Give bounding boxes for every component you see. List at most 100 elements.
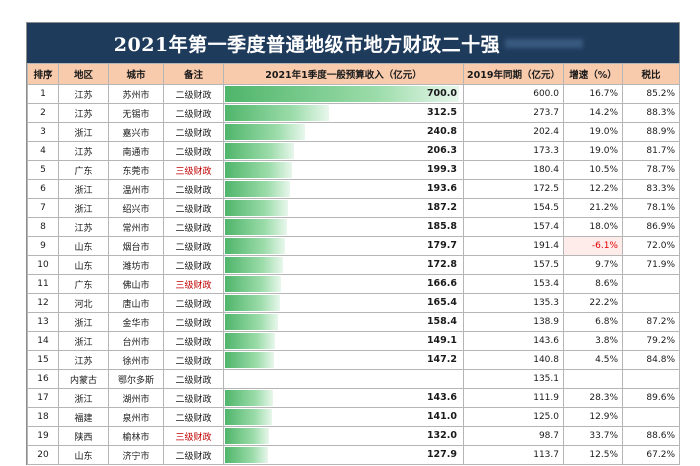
note-cell: 二级财政 [163, 407, 224, 427]
table-row: 11 广东 佛山市 三级财政 166.6 153.4 8.6% [27, 274, 680, 294]
rank-cell: 12 [27, 293, 59, 313]
city-cell: 湖州市 [108, 388, 164, 408]
revenue-cell: 147.2 [223, 350, 464, 370]
revenue-cell: 700.0 [223, 84, 464, 104]
prev-year-cell: 180.4 [463, 160, 564, 180]
prev-year-cell: 154.5 [463, 198, 564, 218]
prev-year-cell: 113.7 [463, 445, 564, 465]
prev-year-cell: 143.6 [463, 331, 564, 351]
revenue-bar [225, 143, 294, 159]
tax-ratio-cell: 78.1% [622, 198, 680, 218]
table-row: 7 浙江 绍兴市 二级财政 187.2 154.5 21.2% 78.1% [27, 198, 680, 218]
prev-year-cell: 111.9 [463, 388, 564, 408]
revenue-bar [225, 295, 280, 311]
note-cell: 三级财政 [163, 426, 224, 446]
note-cell: 二级财政 [163, 445, 224, 465]
growth-cell: 12.2% [563, 179, 623, 199]
city-cell: 鄂尔多斯 [108, 369, 164, 389]
table-row: 16 内蒙古 鄂尔多斯 二级财政 135.1 [27, 369, 680, 389]
table-row: 5 广东 东莞市 三级财政 199.3 180.4 10.5% 78.7% [27, 160, 680, 180]
rank-cell: 3 [27, 122, 59, 142]
growth-cell: 14.2% [563, 103, 623, 123]
rank-cell: 5 [27, 160, 59, 180]
city-cell: 台州市 [108, 331, 164, 351]
table-row: 2 江苏 无锡市 二级财政 312.5 273.7 14.2% 88.3% [27, 103, 680, 123]
region-cell: 陕西 [58, 426, 109, 446]
revenue-cell: 165.4 [223, 293, 464, 313]
revenue-cell: 166.6 [223, 274, 464, 294]
region-cell: 江苏 [58, 103, 109, 123]
city-cell: 无锡市 [108, 103, 164, 123]
note-cell: 三级财政 [163, 160, 224, 180]
tax-ratio-cell: 84.8% [622, 350, 680, 370]
tax-ratio-cell: 89.6% [622, 388, 680, 408]
tax-ratio-cell: 67.2% [622, 445, 680, 465]
rank-cell: 16 [27, 369, 59, 389]
region-cell: 内蒙古 [58, 369, 109, 389]
prev-year-cell: 600.0 [463, 84, 564, 104]
table-row: 17 浙江 湖州市 二级财政 143.6 111.9 28.3% 89.6% [27, 388, 680, 408]
region-cell: 浙江 [58, 388, 109, 408]
city-cell: 榆林市 [108, 426, 164, 446]
rank-cell: 19 [27, 426, 59, 446]
tax-ratio-cell: 79.2% [622, 331, 680, 351]
growth-cell: 12.5% [563, 445, 623, 465]
region-cell: 河北 [58, 293, 109, 313]
tax-ratio-cell [622, 369, 680, 389]
growth-cell: 4.5% [563, 350, 623, 370]
growth-cell: 28.3% [563, 388, 623, 408]
header-prev: 2019年同期（亿元） [463, 63, 564, 85]
growth-cell: 22.2% [563, 293, 623, 313]
rank-cell: 15 [27, 350, 59, 370]
table-body: 1 江苏 苏州市 二级财政 700.0 600.0 16.7% 85.2% 2 江苏 无锡市 二级财政… [27, 84, 680, 465]
city-cell: 唐山市 [108, 293, 164, 313]
prev-year-cell: 172.5 [463, 179, 564, 199]
rank-cell: 11 [27, 274, 59, 294]
page-title: 2021年第一季度普通地级市地方财政二十强 [113, 34, 501, 56]
region-cell: 山东 [58, 236, 109, 256]
region-cell: 江苏 [58, 141, 109, 161]
revenue-cell: 206.3 [223, 141, 464, 161]
revenue-bar [225, 238, 285, 254]
prev-year-cell: 273.7 [463, 103, 564, 123]
tax-ratio-cell: 87.2% [622, 312, 680, 332]
note-cell: 二级财政 [163, 350, 224, 370]
table-row: 18 福建 泉州市 二级财政 141.0 125.0 12.9% [27, 407, 680, 427]
tax-ratio-cell: 71.9% [622, 255, 680, 275]
prev-year-cell: 138.9 [463, 312, 564, 332]
header-revenue: 2021年1季度一般预算收入（亿元） [223, 63, 464, 85]
tax-ratio-cell: 88.9% [622, 122, 680, 142]
prev-year-cell: 191.4 [463, 236, 564, 256]
note-cell: 二级财政 [163, 293, 224, 313]
table-row: 20 山东 济宁市 二级财政 127.9 113.7 12.5% 67.2% [27, 445, 680, 465]
rank-cell: 8 [27, 217, 59, 237]
note-cell: 二级财政 [163, 84, 224, 104]
revenue-bar [225, 314, 278, 330]
revenue-value: 199.3 [426, 164, 457, 175]
tax-ratio-cell: 88.3% [622, 103, 680, 123]
growth-cell: 3.8% [563, 331, 623, 351]
header-row: 排序 地区 城市 备注 2021年1季度一般预算收入（亿元） 2019年同期（亿… [27, 63, 680, 85]
table-row: 19 陕西 榆林市 三级财政 132.0 98.7 33.7% 88.6% [27, 426, 680, 446]
revenue-bar [225, 162, 292, 178]
revenue-cell: 199.3 [223, 160, 464, 180]
tax-ratio-cell: 83.3% [622, 179, 680, 199]
revenue-value: 149.1 [426, 335, 457, 346]
revenue-bar [225, 390, 273, 406]
header-note: 备注 [163, 63, 224, 85]
tax-ratio-cell: 85.2% [622, 84, 680, 104]
prev-year-cell: 135.1 [463, 369, 564, 389]
revenue-value: 172.8 [426, 259, 457, 270]
revenue-cell: 172.8 [223, 255, 464, 275]
region-cell: 福建 [58, 407, 109, 427]
table-row: 1 江苏 苏州市 二级财政 700.0 600.0 16.7% 85.2% [27, 84, 680, 104]
revenue-value: 165.4 [426, 297, 457, 308]
title-bar: 2021年第一季度普通地级市地方财政二十强 [27, 23, 679, 63]
tax-ratio-cell: 88.6% [622, 426, 680, 446]
revenue-cell: 141.0 [223, 407, 464, 427]
note-cell: 二级财政 [163, 388, 224, 408]
revenue-value: 700.0 [426, 88, 457, 99]
data-table: 排序 地区 城市 备注 2021年1季度一般预算收入（亿元） 2019年同期（亿… [27, 63, 680, 465]
revenue-value: 141.0 [426, 411, 457, 422]
rank-cell: 10 [27, 255, 59, 275]
